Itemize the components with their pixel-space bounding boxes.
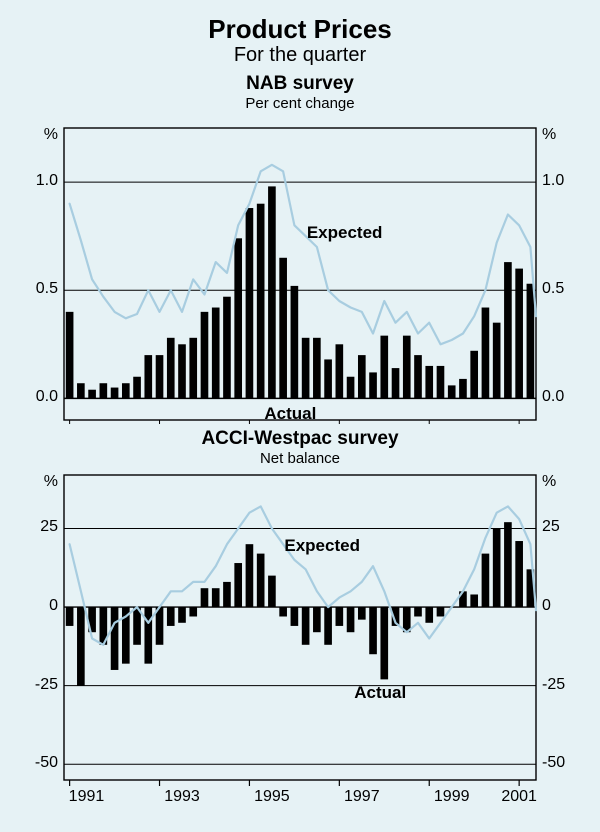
panel2-ytick-right: 25	[542, 518, 560, 536]
panel2-pct-left: %	[44, 473, 58, 491]
x-year-1991: 1991	[69, 788, 105, 806]
figure: Product Prices For the quarter NAB surve…	[0, 0, 600, 832]
panel2-expected-label: Expected	[284, 536, 360, 556]
panel2-ytick-left: 25	[16, 518, 58, 536]
panel1-expected-label: Expected	[307, 223, 383, 243]
x-year-1993: 1993	[164, 788, 200, 806]
panel2-ytick-right: -25	[542, 676, 565, 694]
panel1-pct-left: %	[44, 126, 58, 144]
panel2-ytick-right: 0	[542, 597, 551, 615]
panel2-ytick-left: 0	[16, 597, 58, 615]
x-year-1997: 1997	[344, 788, 380, 806]
panel1-ytick-right: 0.5	[542, 280, 564, 298]
panel2-ytick-left: -25	[16, 676, 58, 694]
panel1-ytick-left: 0.5	[16, 280, 58, 298]
panel1-pct-right: %	[542, 126, 556, 144]
panel2-pct-right: %	[542, 473, 556, 491]
panel1-ytick-left: 1.0	[16, 172, 58, 190]
panel1-ytick-right: 1.0	[542, 172, 564, 190]
panel1-ytick-right: 0.0	[542, 388, 564, 406]
x-year-1999: 1999	[434, 788, 470, 806]
panel2-ytick-left: -50	[16, 754, 58, 772]
panel2-actual-label: Actual	[354, 683, 406, 703]
panel1-ytick-left: 0.0	[16, 388, 58, 406]
panel1-actual-label: Actual	[264, 404, 316, 424]
x-year-1995: 1995	[254, 788, 290, 806]
x-year-2001: 2001	[501, 788, 537, 806]
panel2-ytick-right: -50	[542, 754, 565, 772]
